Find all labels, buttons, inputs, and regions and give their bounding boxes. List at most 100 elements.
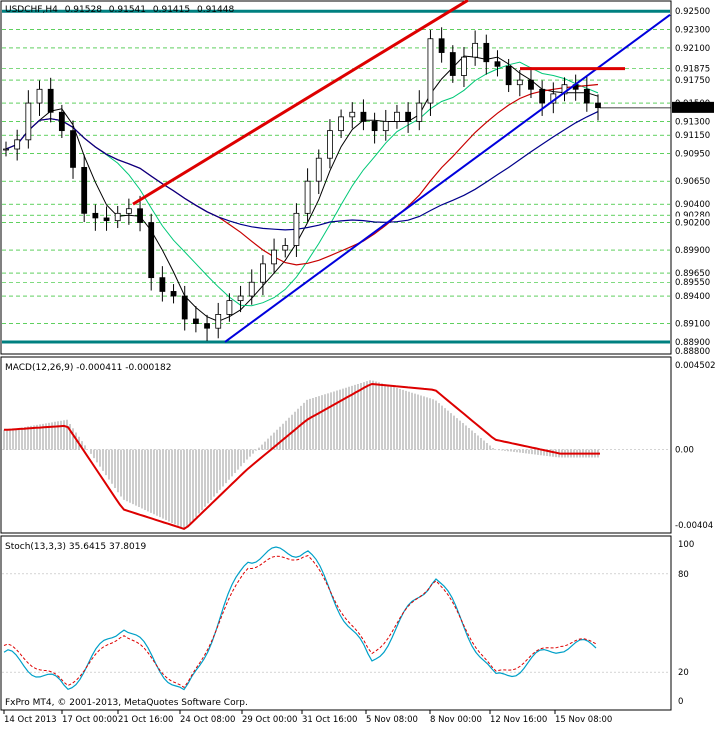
price-tick-label: 0.89400 <box>675 292 710 302</box>
candle-body <box>583 88 590 104</box>
candle-body <box>204 323 210 329</box>
price-tick-label: 0.88800 <box>675 347 710 357</box>
price-tick-label: 0.92500 <box>675 7 710 17</box>
candle-body <box>103 217 110 222</box>
candle-body <box>315 157 322 182</box>
candle-body <box>70 130 76 168</box>
stoch-signal-line <box>3 555 597 688</box>
candle-body <box>282 245 289 251</box>
candle-body <box>327 130 333 159</box>
price-tick-bg <box>672 335 714 347</box>
stoch-tick-20: 20 <box>678 668 689 678</box>
x-axis-label: 21 Oct 16:00 <box>118 715 173 725</box>
candle-body <box>137 208 143 223</box>
candle-body <box>371 121 378 132</box>
x-axis-label: 17 Oct 00:00 <box>62 715 117 725</box>
price-tick-bg <box>672 175 714 187</box>
price-tick-bg <box>672 267 714 279</box>
candle-body <box>181 295 188 320</box>
candle-body <box>304 180 311 214</box>
price-tick-bg <box>672 5 714 17</box>
macd-panel-frame <box>0 356 672 534</box>
macd-signal-line <box>4 382 600 530</box>
candle-body <box>47 88 54 113</box>
price-tick-label: 0.92300 <box>675 26 710 36</box>
blue-ma-line <box>5 111 599 231</box>
candle-body <box>260 263 266 283</box>
main-panel-frame <box>0 0 672 355</box>
price-tick-bg <box>672 147 714 159</box>
price-tick-label: 0.89100 <box>675 320 710 330</box>
candle-body <box>561 84 568 95</box>
price-tick-bg <box>672 74 714 86</box>
candle-body <box>427 38 434 104</box>
candle-body <box>349 111 356 118</box>
macd-tick-bottom: -0.00404 <box>675 521 713 531</box>
price-tick-label: 0.90950 <box>675 150 710 160</box>
candle-body <box>505 65 512 86</box>
macd-tick-top: 0.004502 <box>675 361 715 371</box>
price-tick-label: 0.91300 <box>675 117 710 127</box>
x-axis-label: 15 Nov 08:00 <box>555 715 612 725</box>
candle-body <box>215 314 222 329</box>
copyright-label: FxPro MT4, © 2001-2013, MetaQuotes Softw… <box>5 698 248 708</box>
candle-body <box>226 300 233 315</box>
x-axis-label: 14 Oct 2013 <box>4 715 57 725</box>
price-tick-label: 0.91750 <box>675 76 710 86</box>
price-tick-bg <box>672 41 714 53</box>
candle-body <box>528 79 534 90</box>
high-value: 0.91541 <box>109 5 146 15</box>
x-axis-label: 5 Nov 08:00 <box>366 715 418 725</box>
candle-body <box>539 88 546 104</box>
candle-body <box>159 277 166 292</box>
candle-body <box>516 79 523 86</box>
price-tick-bg <box>672 317 714 329</box>
current-price-box <box>672 101 714 113</box>
candle-body <box>14 139 21 150</box>
price-tick-bg <box>672 23 714 35</box>
price-tick-bg <box>672 62 714 74</box>
stoch-main-line <box>3 546 597 691</box>
candle-body <box>494 61 501 67</box>
price-tick-label: 0.92100 <box>675 44 710 54</box>
price-tick-label: 0.91150 <box>675 131 710 141</box>
candle-body <box>595 102 601 109</box>
price-tick-label: 0.90400 <box>675 200 710 210</box>
candle-body <box>405 111 412 122</box>
price-tick-label: 0.91875 <box>675 65 710 75</box>
low-value: 0.91415 <box>153 5 190 15</box>
candle-body <box>58 111 65 132</box>
candle-body <box>483 42 490 63</box>
candle-body <box>237 295 244 302</box>
open-value: 0.91528 <box>65 5 102 15</box>
macd-label: MACD(12,26,9) -0.000411 -0.000182 <box>5 363 171 373</box>
x-axis-label: 31 Oct 16:00 <box>302 715 357 725</box>
stoch-panel-frame <box>0 535 672 711</box>
candle-body <box>170 291 177 297</box>
price-tick-bg <box>672 216 714 228</box>
x-axis-label: 8 Nov 00:00 <box>430 715 482 725</box>
price-tick-bg <box>672 276 714 288</box>
candle-body <box>25 102 32 141</box>
candle-body <box>271 249 277 265</box>
price-tick-label: 0.88900 <box>675 338 710 348</box>
candle-body <box>360 111 367 122</box>
price-tick-bg <box>672 244 714 256</box>
candle-body <box>114 212 121 222</box>
current-price-label: 0.91448 <box>675 104 710 114</box>
price-tick-label: 0.90200 <box>675 219 710 229</box>
price-tick-label: 0.89650 <box>675 269 710 279</box>
candle-body <box>293 212 300 246</box>
macd-tick-zero: 0.00 <box>675 446 694 456</box>
x-axis-label: 29 Oct 00:00 <box>242 715 297 725</box>
upper-trendline <box>132 0 469 206</box>
candle-body <box>248 281 255 297</box>
price-tick-label: 0.90650 <box>675 177 710 187</box>
price-tick-label: 0.89550 <box>675 278 710 288</box>
candle-body <box>472 42 479 58</box>
main-header: USDCHF,H4 0.91528 0.91541 0.91415 0.9144… <box>5 5 234 15</box>
close-value: 0.91448 <box>197 5 234 15</box>
price-tick-bg <box>672 198 714 210</box>
candle-body <box>338 116 344 132</box>
stoch-tick-0: 0 <box>678 697 683 707</box>
